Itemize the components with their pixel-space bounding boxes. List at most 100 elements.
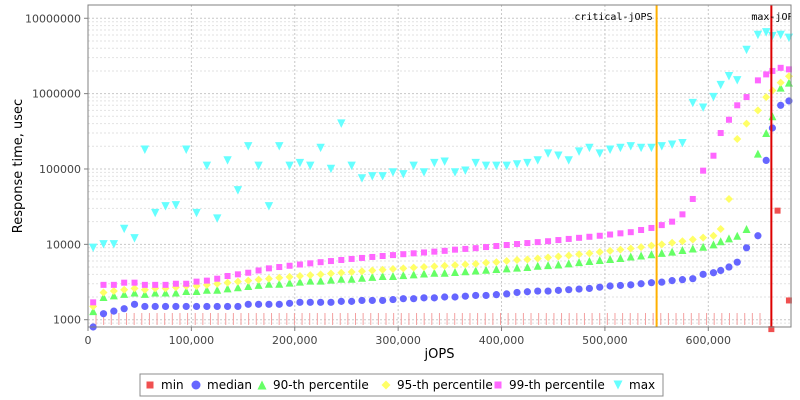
data-point-99-th-percentile	[483, 244, 490, 251]
data-point-90-th-percentile	[254, 280, 263, 289]
data-point-max	[667, 140, 677, 149]
data-point-max	[564, 156, 573, 165]
data-point-90-th-percentile	[378, 272, 387, 281]
data-point-99-th-percentile	[785, 66, 792, 73]
data-point-95-th-percentile	[223, 278, 232, 287]
data-point-95-th-percentile	[285, 272, 294, 281]
data-point-99-th-percentile	[689, 195, 696, 202]
data-point-99-th-percentile	[700, 167, 707, 174]
data-point-90-th-percentile	[724, 234, 733, 243]
data-point-99-th-percentile	[658, 222, 665, 229]
data-point-90-th-percentile	[502, 264, 511, 273]
x-tick-label: 600,000	[686, 334, 732, 347]
data-point-99-th-percentile	[307, 260, 314, 267]
legend-item-median: median	[191, 378, 252, 392]
data-point-max	[698, 103, 708, 112]
data-point-99-th-percentile	[725, 116, 732, 123]
x-tick-label: 200,000	[272, 334, 318, 347]
data-point-median	[296, 298, 304, 306]
data-point-95-th-percentile	[399, 264, 408, 273]
data-point-median	[275, 300, 283, 308]
data-point-max	[471, 158, 480, 168]
data-point-99-th-percentile	[100, 281, 107, 288]
data-point-max	[357, 174, 367, 183]
data-point-99-th-percentile	[769, 67, 776, 74]
data-point-95-th-percentile	[244, 276, 253, 285]
data-point-95-th-percentile	[523, 255, 532, 264]
data-point-90-th-percentile	[419, 269, 428, 278]
data-point-90-th-percentile	[585, 257, 594, 266]
data-point-median	[306, 298, 314, 306]
data-point-max	[264, 202, 274, 211]
data-point-median	[725, 263, 733, 271]
data-point-max	[388, 168, 398, 177]
data-point-99-th-percentile	[555, 237, 562, 244]
data-point-max	[223, 156, 232, 165]
data-point-median	[461, 292, 469, 300]
data-point-99-th-percentile	[172, 280, 179, 287]
data-point-99-th-percentile	[717, 130, 724, 137]
data-point-median	[733, 258, 741, 266]
data-point-90-th-percentile	[492, 265, 501, 274]
data-point-max	[295, 158, 305, 168]
data-point-median	[327, 298, 335, 306]
data-point-99-th-percentile	[265, 265, 272, 272]
data-point-99-th-percentile	[576, 234, 583, 241]
data-point-95-th-percentile	[120, 285, 129, 294]
data-point-max	[688, 98, 697, 108]
data-point-min	[768, 326, 775, 333]
legend-label-min: min	[161, 378, 184, 392]
data-point-median	[742, 244, 751, 252]
data-point-95-th-percentile	[326, 269, 335, 278]
data-point-95-th-percentile	[213, 279, 222, 288]
data-point-99-th-percentile	[245, 269, 252, 276]
legend-item-max: max	[613, 378, 655, 392]
data-point-99-th-percentile	[193, 278, 200, 285]
data-point-99-th-percentile	[534, 239, 541, 246]
data-point-90-th-percentile	[223, 284, 232, 293]
data-point-95-th-percentile	[742, 119, 751, 128]
data-point-90-th-percentile	[461, 267, 470, 276]
data-point-90-th-percentile	[451, 267, 460, 276]
y-tick-label: 10000000	[25, 12, 81, 25]
data-point-median	[699, 270, 707, 278]
data-point-95-th-percentile	[657, 240, 666, 249]
data-point-max	[88, 243, 98, 252]
data-point-95-th-percentile	[554, 252, 563, 261]
data-point-max	[450, 168, 460, 177]
data-point-95-th-percentile	[637, 243, 646, 252]
data-point-median	[379, 296, 387, 305]
legend-item-95-th-percentile: 95-th percentile	[381, 378, 493, 392]
data-point-95-th-percentile	[109, 287, 118, 296]
data-point-90-th-percentile	[109, 291, 118, 300]
data-point-90-th-percentile	[171, 288, 180, 297]
data-point-99-th-percentile	[679, 211, 686, 218]
data-point-99-th-percentile	[648, 224, 655, 231]
data-point-90-th-percentile	[295, 277, 304, 286]
data-point-95-th-percentile	[430, 262, 439, 271]
data-point-median	[410, 295, 418, 303]
legend-label-99-th-percentile: 99-th percentile	[509, 378, 605, 392]
legend-swatch-90-th-percentile	[257, 380, 267, 390]
data-point-95-th-percentile	[544, 253, 553, 262]
data-point-95-th-percentile	[733, 134, 742, 143]
data-point-90-th-percentile	[471, 266, 480, 275]
data-point-99-th-percentile	[410, 250, 417, 257]
legend-swatch-95-th-percentile	[381, 380, 391, 390]
data-point-median	[441, 293, 449, 301]
data-point-90-th-percentile	[151, 288, 160, 297]
data-point-median	[161, 302, 170, 311]
data-point-median	[203, 302, 211, 311]
data-point-max	[306, 161, 315, 171]
data-point-median	[523, 288, 531, 296]
data-point-median	[430, 294, 438, 302]
data-point-99-th-percentile	[462, 245, 469, 252]
data-point-99-th-percentile	[617, 230, 624, 237]
data-point-90-th-percentile	[668, 247, 677, 256]
data-point-median	[317, 298, 325, 306]
data-point-90-th-percentile	[357, 273, 366, 282]
data-point-99-th-percentile	[565, 235, 572, 242]
data-point-max	[119, 224, 129, 234]
data-point-90-th-percentile	[699, 242, 708, 251]
legend-item-90-th-percentile: 90-th percentile	[257, 378, 369, 392]
